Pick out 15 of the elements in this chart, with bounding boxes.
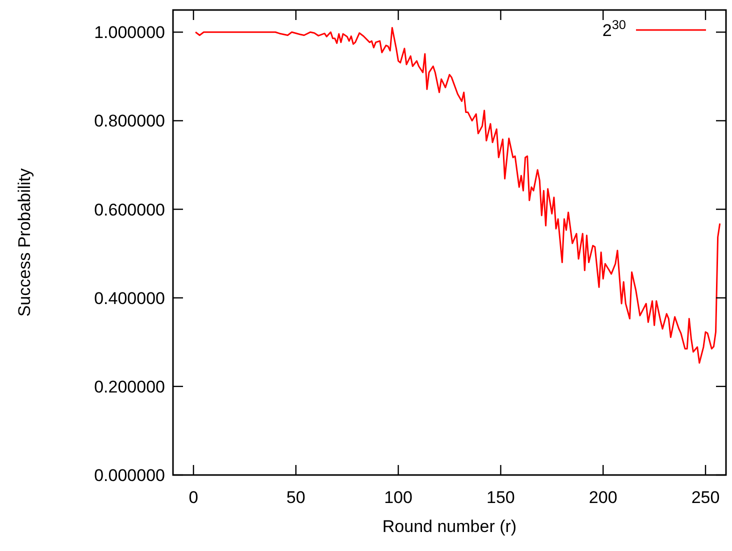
x-axis-title: Round number (r): [382, 517, 517, 536]
y-axis-title: Success Probability: [15, 168, 34, 317]
y-tick-label: 1.000000: [94, 23, 165, 42]
x-tick-label: 50: [286, 488, 306, 507]
x-tick-label: 200: [588, 488, 618, 507]
y-tick-label: 0.200000: [94, 377, 165, 396]
x-tick-label: 150: [486, 488, 515, 507]
x-tick-label: 100: [384, 488, 412, 507]
y-tick-label: 0.800000: [94, 112, 165, 131]
legend-label: 2$^{30}$: [602, 16, 626, 40]
y-tick-label: 0.000000: [94, 466, 165, 485]
x-tick-label: 0: [188, 488, 198, 507]
x-tick-label: 250: [691, 488, 720, 507]
y-tick-label: 0.600000: [94, 200, 165, 220]
y-tick-label: 0.400000: [94, 288, 165, 308]
